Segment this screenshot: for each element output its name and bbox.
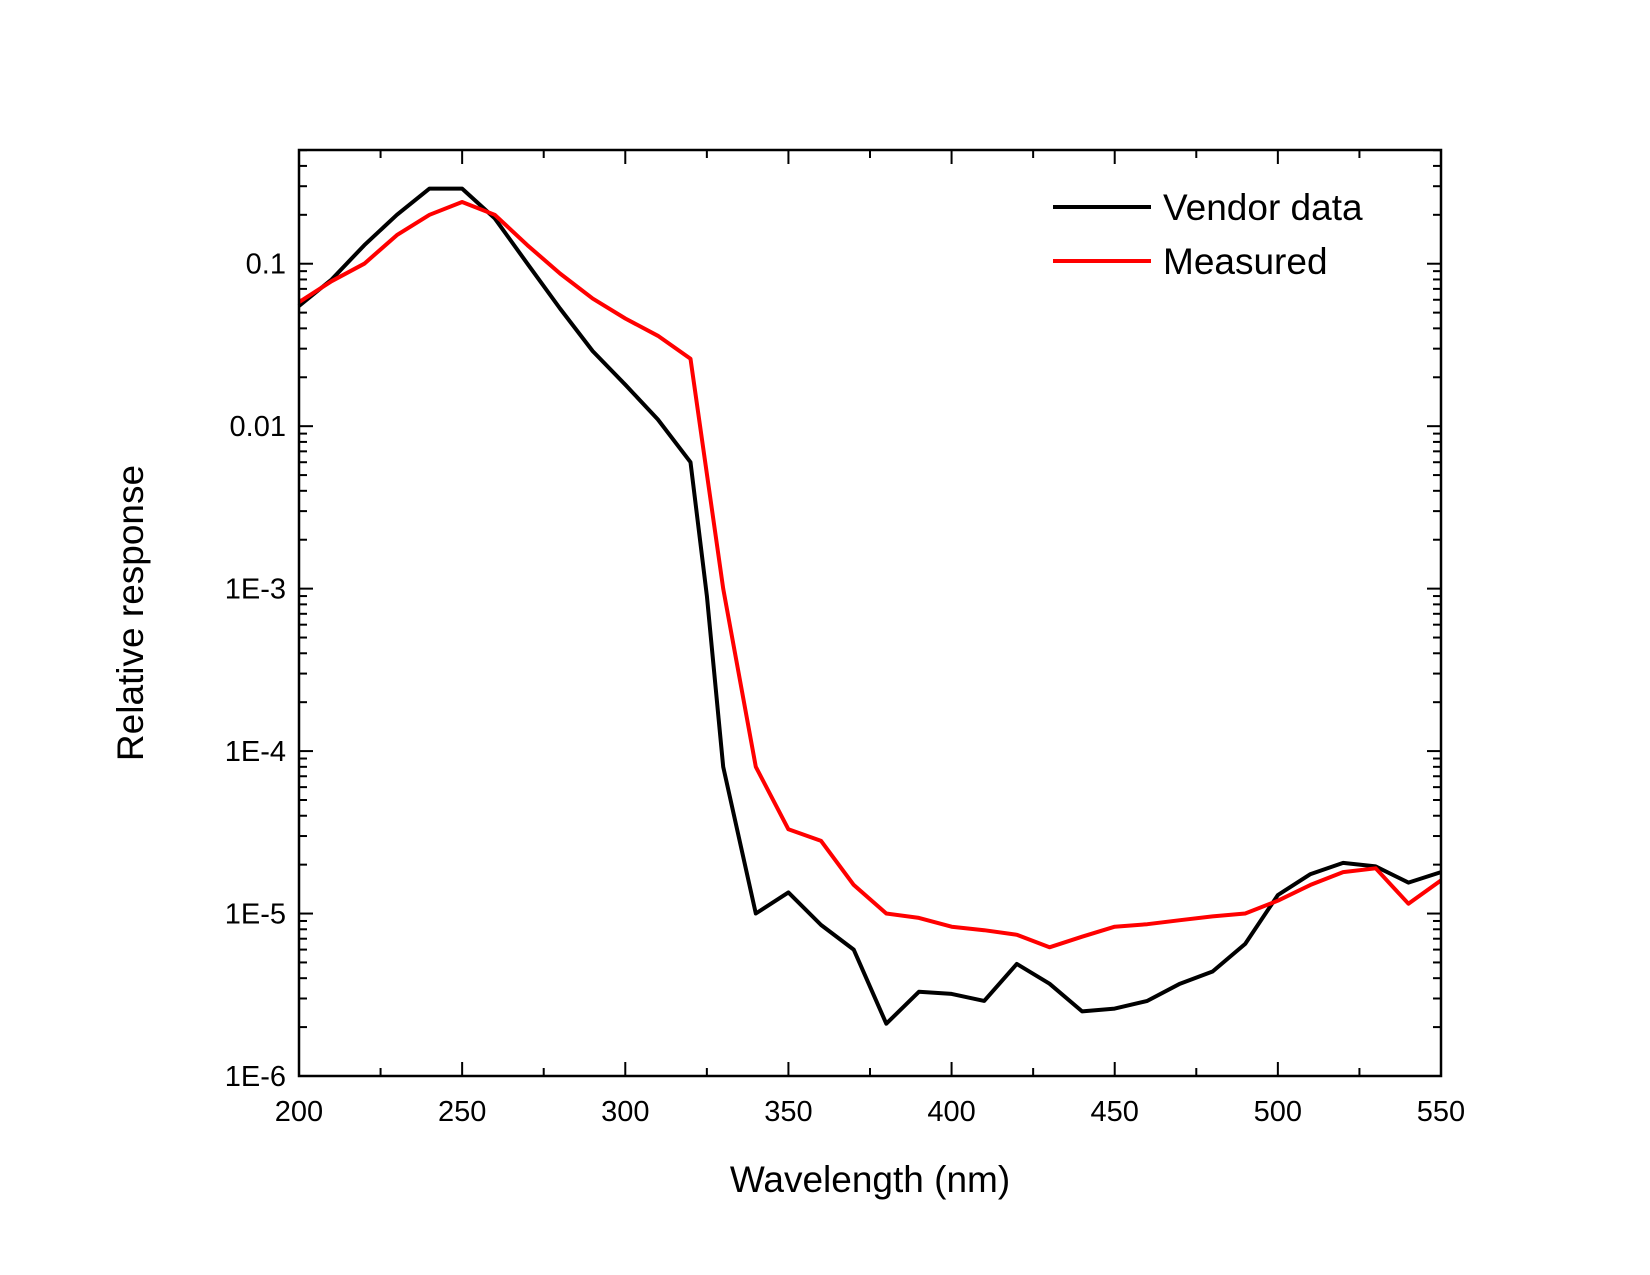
y-axis-title: Relative response xyxy=(110,465,151,761)
x-tick-label: 300 xyxy=(601,1096,649,1128)
series-line-vendor-data xyxy=(297,186,1442,1026)
plot-area-frame xyxy=(297,148,1443,1078)
legend-label: Vendor data xyxy=(1163,187,1363,228)
axis-ticks xyxy=(298,149,1442,1077)
series-line-measured xyxy=(297,200,1443,950)
x-tick-label: 250 xyxy=(438,1096,486,1128)
legend: Vendor data Measured xyxy=(1053,187,1363,282)
x-tick-label: 350 xyxy=(764,1096,812,1128)
legend-label: Measured xyxy=(1163,241,1328,282)
y-tick-label: 1E-4 xyxy=(225,736,286,768)
x-axis-tick-labels: 200 250 300 350 400 450 500 550 xyxy=(275,1096,1465,1128)
x-tick-label: 500 xyxy=(1254,1096,1302,1128)
x-tick-label: 400 xyxy=(927,1096,975,1128)
series-lines xyxy=(297,186,1443,1026)
x-tick-label: 550 xyxy=(1417,1096,1465,1128)
y-tick-label: 1E-5 xyxy=(225,899,286,931)
y-axis-tick-labels: 1E-6 1E-5 1E-4 1E-3 0.01 0.1 xyxy=(225,249,286,1093)
x-tick-label: 450 xyxy=(1091,1096,1139,1128)
y-tick-label: 1E-3 xyxy=(225,574,286,606)
x-axis-title: Wavelength (nm) xyxy=(730,1159,1010,1200)
y-tick-label: 0.1 xyxy=(246,249,286,281)
x-tick-label: 200 xyxy=(275,1096,323,1128)
y-tick-label: 0.01 xyxy=(230,411,286,443)
y-tick-label: 1E-6 xyxy=(225,1061,286,1093)
